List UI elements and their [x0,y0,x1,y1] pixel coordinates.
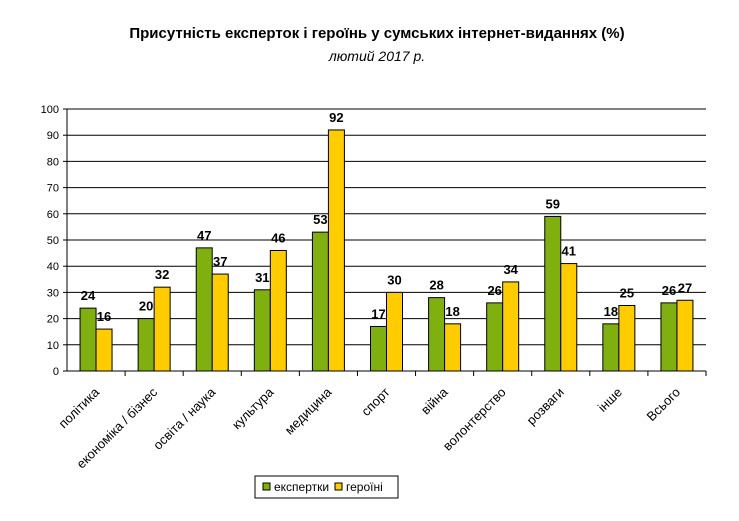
y-tick-label: 30 [47,287,59,299]
data-label: 30 [387,272,401,287]
bar-experts [137,318,155,372]
data-label: 53 [313,212,327,227]
bar-experts [602,323,620,372]
x-tick-label: освіта / наука [150,384,219,453]
data-label: 26 [487,283,501,298]
bar-heroines [153,286,171,372]
x-tick-label: війна [418,384,451,417]
legend-label: героїні [346,480,383,494]
y-tick-label: 90 [47,130,59,142]
x-tick-label: медицина [282,384,335,437]
data-label: 31 [255,270,269,285]
bar-heroines [386,291,403,372]
y-tick-label: 100 [41,104,59,116]
data-label: 16 [97,309,111,324]
bar-experts [486,302,504,372]
data-label: 18 [445,304,459,319]
bar-heroines [327,129,345,372]
chart-subtitle: лютий 2017 р. [328,48,425,64]
bar-experts [311,231,329,372]
x-tick-label: розваги [524,385,567,428]
y-tick-label: 0 [53,366,59,378]
bar-heroines [502,281,520,372]
data-label: 17 [371,306,385,321]
x-tick-label: інше [595,385,625,415]
data-label: 18 [604,304,618,319]
bar-heroines [444,323,462,372]
data-label: 28 [429,278,443,293]
bar-heroines [560,263,578,372]
bar-heroines [618,305,636,372]
x-tick-label: спорт [358,384,392,418]
data-label: 32 [155,267,169,282]
data-label: 26 [662,283,676,298]
data-label: 46 [271,230,285,245]
y-tick-label: 40 [47,261,59,273]
x-tick-label: Всього [644,385,684,425]
data-label: 37 [213,254,227,269]
y-tick-label: 50 [47,235,59,247]
y-tick-label: 20 [47,314,59,326]
bar-experts [195,247,213,372]
legend-swatch [262,482,271,491]
legend: експертки героїні [254,475,399,499]
legend-box [254,475,399,499]
bar-heroines [676,299,694,372]
data-label: 25 [620,286,634,301]
data-label: 27 [678,280,692,295]
plot-area: 01020304050607080901002416політика2032ек… [41,104,707,471]
bar-experts [428,297,446,372]
chart-title: Присутність експерток і героїнь у сумськ… [129,25,624,42]
bar-experts [370,325,387,372]
x-tick-label: культура [229,384,277,432]
x-tick-label: політика [56,384,103,431]
y-tick-label: 80 [47,156,59,168]
y-tick-label: 10 [47,340,59,352]
bar-experts [79,307,97,372]
legend-label: експертки [274,480,329,494]
bar-experts [253,289,271,372]
data-label: 20 [139,299,153,314]
y-tick-label: 70 [47,183,59,195]
data-label: 34 [503,262,518,277]
bar-heroines [269,249,287,372]
bar-heroines [211,273,229,372]
bar-experts [660,302,678,372]
data-label: 59 [546,196,560,211]
data-label: 24 [81,288,96,303]
legend-swatch [334,482,343,491]
data-label: 47 [197,228,211,243]
data-label: 92 [329,110,343,125]
y-tick-label: 60 [47,209,59,221]
bar-heroines [95,328,113,372]
data-label: 41 [562,244,576,259]
bar-experts [544,215,562,372]
